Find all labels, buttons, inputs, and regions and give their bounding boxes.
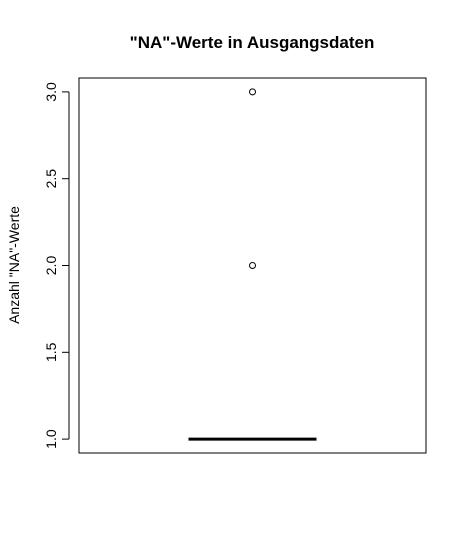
- y-tick-label: 2.0: [43, 256, 59, 276]
- y-axis: 1.0 1.5 2.0 2.5 3.0: [43, 82, 70, 449]
- outlier-point: [249, 262, 256, 269]
- y-tick-label: 2.5: [43, 169, 59, 189]
- outlier-point: [249, 88, 256, 96]
- y-tick-label: 1.0: [43, 429, 59, 449]
- plot-area-frame: [78, 77, 427, 454]
- outlier-group: [249, 88, 256, 269]
- y-tick-label: 3.0: [43, 82, 59, 102]
- y-tick-label: 1.5: [43, 342, 59, 362]
- chart-title: "NA"-Werte in Ausgangsdaten: [130, 33, 375, 52]
- y-axis-label: Anzahl "NA"-Werte: [6, 206, 22, 324]
